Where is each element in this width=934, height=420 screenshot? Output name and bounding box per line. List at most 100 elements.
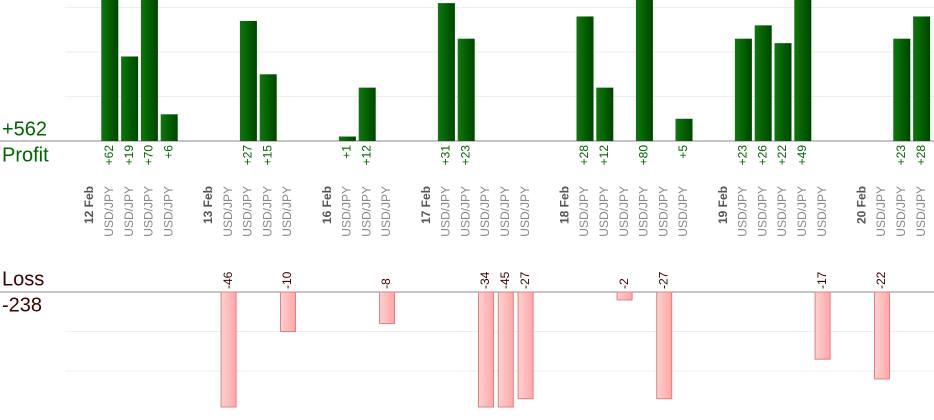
loss-bar (656, 291, 673, 400)
pair-label: USD/JPY (241, 186, 255, 237)
pair-label: USD/JPY (142, 186, 156, 237)
loss-bar (280, 291, 296, 333)
pair-label: USD/JPY (458, 186, 472, 237)
pair-label: USD/JPY (260, 186, 274, 237)
profit-value-label: +23 (894, 145, 908, 166)
pair-label: USD/JPY (894, 186, 908, 237)
pair-label: USD/JPY (478, 186, 492, 237)
pair-label: USD/JPY (498, 186, 512, 237)
profit-bar (635, 0, 653, 141)
pair-label: USD/JPY (102, 186, 116, 237)
profit-value-label: +19 (122, 145, 136, 166)
profit-bar (160, 114, 178, 141)
profit-value-label: +23 (736, 145, 750, 166)
pair-label: USD/JPY (736, 186, 750, 237)
pair-label: USD/JPY (656, 186, 670, 237)
profit-bar (675, 118, 693, 141)
profit-bar (121, 56, 139, 141)
loss-label: Loss (2, 268, 44, 290)
pair-label: USD/JPY (637, 186, 651, 237)
profit-value-label: +62 (102, 145, 116, 166)
date-label: 18 Feb (557, 186, 571, 224)
profit-value-label: +28 (577, 145, 591, 166)
pair-label: USD/JPY (795, 186, 809, 237)
profit-value-label: +31 (439, 145, 453, 166)
pair-label: USD/JPY (775, 186, 789, 237)
loss-bar (814, 291, 831, 360)
profit-bar (576, 16, 594, 141)
profit-bar (338, 136, 356, 141)
pair-label: USD/JPY (340, 186, 354, 237)
pair-label: USD/JPY (359, 186, 373, 237)
loss-value-label: -34 (478, 271, 492, 289)
profit-value-label: +5 (676, 145, 690, 159)
pair-label: USD/JPY (914, 186, 928, 237)
pair-label: USD/JPY (439, 186, 453, 237)
loss-bar (497, 291, 514, 408)
pair-label: USD/JPY (280, 186, 294, 237)
profit-bar (358, 87, 376, 141)
profit-bar (259, 74, 277, 141)
pair-label: USD/JPY (577, 186, 591, 237)
profit-bar (596, 87, 614, 141)
profit-bar (239, 20, 257, 141)
profit-bar (437, 3, 455, 141)
loss-total: -238 (2, 294, 42, 316)
profit-label: Profit (2, 144, 49, 166)
profit-bar (734, 38, 752, 142)
profit-value-label: +23 (458, 145, 472, 166)
loss-bar (220, 291, 237, 408)
profit-value-label: +26 (755, 145, 769, 166)
loss-value-label: -8 (379, 278, 393, 289)
pair-label: USD/JPY (755, 186, 769, 237)
pair-label: USD/JPY (874, 186, 888, 237)
loss-value-label: -10 (280, 271, 294, 289)
profit-value-label: +1 (340, 145, 354, 159)
profit-value-label: +15 (260, 145, 274, 166)
profit-bar (913, 16, 931, 141)
pair-label: USD/JPY (161, 186, 175, 237)
profit-value-label: +12 (359, 145, 373, 166)
loss-bar (379, 291, 395, 325)
loss-value-label: -17 (815, 271, 829, 289)
date-label: 13 Feb (201, 186, 215, 224)
profit-value-label: +70 (142, 145, 156, 166)
pair-label: USD/JPY (221, 186, 235, 237)
profit-bar (101, 0, 119, 141)
pair-label: USD/JPY (518, 186, 532, 237)
pair-label: USD/JPY (676, 186, 690, 237)
loss-bar (517, 291, 534, 400)
loss-bar (616, 291, 633, 301)
profit-total: +562 (2, 118, 47, 140)
profit-bar (893, 38, 911, 142)
loss-bar (874, 291, 890, 380)
loss-value-label: -27 (518, 271, 532, 289)
profit-value-label: +49 (795, 145, 809, 166)
loss-bar (478, 291, 494, 408)
loss-value-label: -2 (617, 278, 631, 289)
pair-label: USD/JPY (617, 186, 631, 237)
profit-value-label: +28 (914, 145, 928, 166)
loss-value-label: -22 (874, 271, 888, 289)
pair-label: USD/JPY (122, 186, 136, 237)
profit-bar (774, 43, 792, 141)
profit-bar (794, 0, 812, 141)
profit-value-label: +6 (161, 145, 175, 159)
loss-value-label: -46 (221, 271, 235, 289)
profit-value-label: +80 (637, 145, 651, 166)
date-label: 20 Feb (854, 186, 868, 224)
profit-value-label: +27 (241, 145, 255, 166)
pair-label: USD/JPY (379, 186, 393, 237)
date-label: 17 Feb (419, 186, 433, 224)
profit-bar (457, 38, 475, 142)
date-label: 19 Feb (716, 186, 730, 224)
loss-value-label: -45 (498, 271, 512, 289)
date-label: 12 Feb (82, 186, 96, 224)
loss-value-label: -27 (656, 271, 670, 289)
profit-bar (140, 0, 158, 142)
profit-bar (754, 25, 772, 142)
profit-value-label: +12 (597, 145, 611, 166)
date-label: 16 Feb (320, 186, 334, 224)
pair-label: USD/JPY (597, 186, 611, 237)
